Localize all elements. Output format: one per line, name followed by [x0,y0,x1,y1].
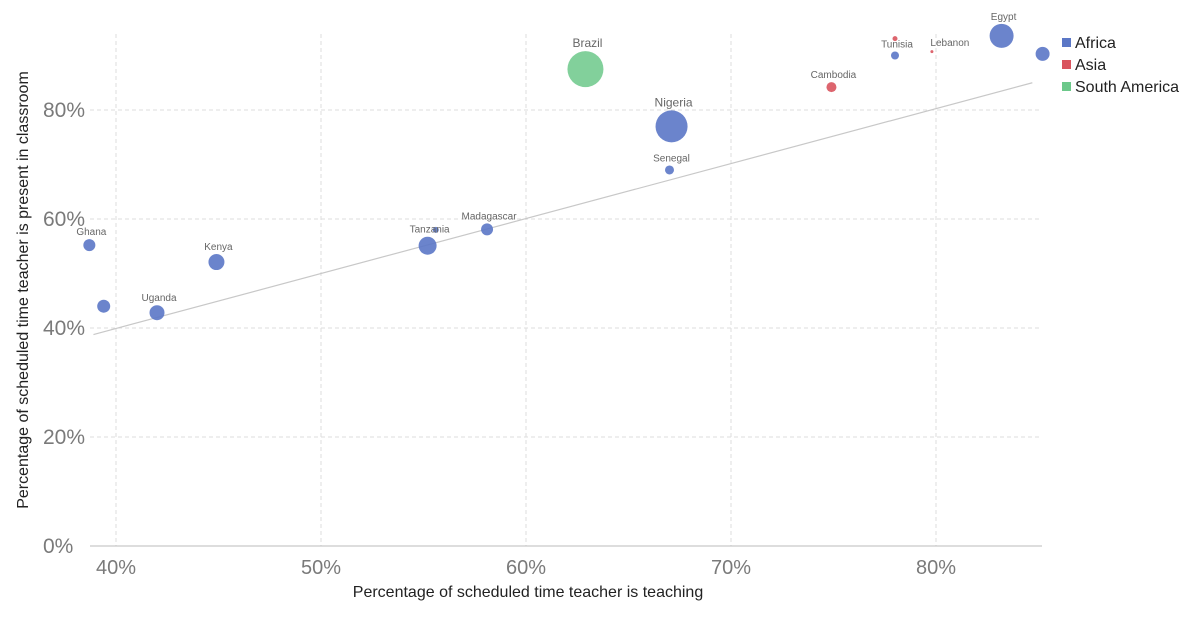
point-label: Kenya [204,242,233,253]
legend-swatch [1062,60,1071,69]
data-point [418,236,437,255]
point-label: Madagascar [462,211,518,222]
data-point [432,226,439,233]
point-label: Cambodia [811,70,857,81]
point-label: Egypt [991,12,1017,23]
data-point [83,239,96,252]
data-point [567,51,604,88]
point-label: Lebanon [930,38,969,49]
point-label: Uganda [141,293,176,304]
x-axis-title: Percentage of scheduled time teacher is … [353,584,703,601]
point-label: Senegal [653,153,690,164]
data-point [891,51,899,60]
data-points [83,23,1050,321]
point-labels: Ghana Uganda Kenya Tanzania Madagascar Brazil… [76,12,1016,304]
legend: Africa Asia South America [1062,35,1179,96]
x-tick-label: 80% [916,557,956,579]
data-point [97,299,111,313]
data-point [826,82,837,93]
x-tick-label: 40% [96,557,136,579]
data-point [149,305,165,321]
data-point [1035,46,1050,61]
data-point [665,165,674,175]
y-axis-title: Percentage of scheduled time teacher is … [15,71,32,509]
x-tick-label: 70% [711,557,751,579]
y-tick-label: 20% [43,426,85,449]
data-point [208,254,225,271]
y-tick-label: 0% [43,535,73,558]
point-label: Tunisia [881,40,913,51]
point-label: Nigeria [655,95,693,109]
y-tick-label: 80% [43,99,85,122]
data-point [989,23,1014,48]
legend-label: South America [1075,79,1179,96]
legend-label: Asia [1075,57,1106,74]
legend-swatch [1062,38,1071,47]
axes: 40% 50% 60% 70% 80% 0% 20% 40% 60% 80% [43,99,1042,579]
y-tick-label: 60% [43,208,85,231]
data-point [930,50,934,54]
data-point [655,110,688,143]
legend-label: Africa [1075,35,1116,52]
y-tick-label: 40% [43,317,85,340]
grid-lines [90,34,1042,546]
trend-line [93,82,1033,336]
point-label: Tanzania [410,225,450,236]
point-label: Ghana [76,227,106,238]
data-point [892,36,898,42]
data-point [481,223,494,236]
point-label: Brazil [572,36,602,50]
x-tick-label: 60% [506,557,546,579]
x-tick-label: 50% [301,557,341,579]
legend-swatch [1062,82,1071,91]
